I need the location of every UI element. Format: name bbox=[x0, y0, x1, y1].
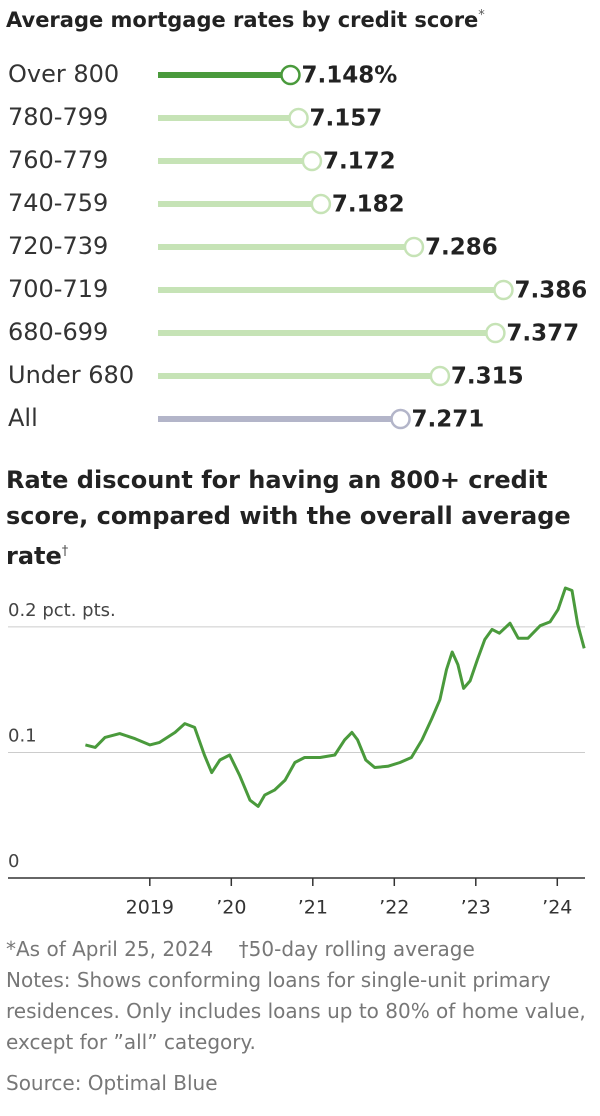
category-label: 700-719 bbox=[8, 275, 108, 303]
x-tick-label: ’20 bbox=[216, 897, 246, 919]
x-tick-label: ’23 bbox=[461, 897, 491, 919]
x-tick-label: ’22 bbox=[379, 897, 409, 919]
value-label: 7.182 bbox=[332, 192, 405, 218]
footnote: †50-day rolling average bbox=[238, 937, 475, 961]
dot bbox=[301, 150, 323, 172]
footnotes: *As of April 25, 2024 †50-day rolling av… bbox=[6, 934, 586, 1099]
category-label: Under 680 bbox=[8, 361, 134, 389]
footnote-line: *As of April 25, 2024 †50-day rolling av… bbox=[6, 934, 586, 965]
chart: Over 800 7.148% 780-799 7.157 760-779 7.172 74… bbox=[8, 60, 587, 919]
title-mark: † bbox=[61, 544, 69, 559]
dot bbox=[390, 408, 411, 430]
dot bbox=[493, 279, 514, 301]
dot bbox=[403, 236, 425, 258]
y-tick-label: 0.1 bbox=[8, 725, 37, 746]
source: Source: Optimal Blue bbox=[6, 1071, 218, 1095]
category-label: 680-699 bbox=[8, 318, 108, 346]
category-label: 740-759 bbox=[8, 189, 108, 217]
x-tick-label: 2019 bbox=[126, 897, 174, 919]
value-label: 7.148% bbox=[301, 63, 397, 89]
x-tick-label: ’21 bbox=[298, 897, 328, 919]
value-label: 7.172 bbox=[323, 149, 396, 175]
x-tick-label: ’24 bbox=[542, 897, 572, 919]
category-label: All bbox=[8, 404, 38, 432]
value-label: 7.286 bbox=[425, 235, 498, 261]
title-text: Rate discount for having an 800+ credit … bbox=[6, 466, 571, 570]
notes: Notes: Shows conforming loans for single… bbox=[6, 968, 586, 1054]
value-label: 7.271 bbox=[412, 407, 485, 433]
y-tick-label: 0 bbox=[8, 851, 19, 872]
title-mark: * bbox=[478, 8, 485, 23]
value-label: 7.157 bbox=[310, 106, 383, 132]
dot bbox=[485, 322, 506, 344]
value-label: 7.377 bbox=[506, 321, 579, 347]
category-label: 760-779 bbox=[8, 146, 108, 174]
chart-title: Rate discount for having an 800+ credit … bbox=[6, 462, 591, 574]
line bbox=[85, 586, 586, 808]
dot bbox=[288, 107, 309, 129]
chart-title: Average mortgage rates by credit score* bbox=[6, 2, 591, 34]
y-tick-label: 0.2 pct. pts. bbox=[8, 600, 116, 621]
category-label: 780-799 bbox=[8, 103, 108, 131]
value-label: 7.386 bbox=[514, 278, 587, 304]
category-label: Over 800 bbox=[8, 60, 119, 88]
footnote: *As of April 25, 2024 bbox=[6, 937, 214, 961]
category-label: 720-739 bbox=[8, 232, 108, 260]
value-label: 7.315 bbox=[451, 364, 524, 390]
title-text: Average mortgage rates by credit score bbox=[6, 8, 479, 32]
dot bbox=[310, 193, 332, 215]
dot bbox=[429, 365, 451, 387]
dot bbox=[280, 64, 301, 86]
